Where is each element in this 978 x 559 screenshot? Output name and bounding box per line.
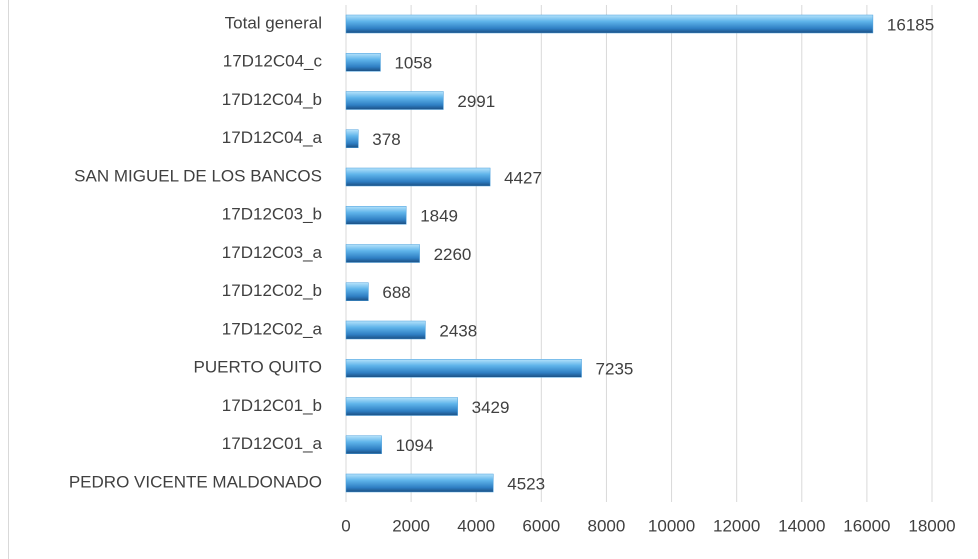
x-tick-label: 0: [341, 516, 350, 535]
y-tick-label: 17D12C04_c: [223, 52, 323, 71]
data-label: 4523: [507, 474, 545, 493]
data-label: 4427: [504, 168, 542, 187]
data-label: 7235: [596, 360, 634, 379]
bar: [345, 397, 458, 416]
y-tick-label: 17D12C04_b: [222, 90, 322, 109]
x-tick-label: 8000: [588, 516, 626, 535]
data-label: 378: [372, 130, 400, 149]
bar: [345, 167, 491, 187]
bar: [345, 473, 494, 493]
x-tick-label: 12000: [713, 516, 760, 535]
bar: [345, 53, 381, 72]
x-tick-label: 2000: [392, 516, 430, 535]
data-label: 2260: [434, 245, 472, 264]
data-label: 1058: [394, 54, 432, 73]
bar: [345, 14, 874, 34]
x-tick-label: 4000: [457, 516, 495, 535]
x-tick-label: 6000: [522, 516, 560, 535]
bar: [345, 206, 407, 225]
x-tick-label: 14000: [778, 516, 825, 535]
y-tick-label: 17D12C03_b: [222, 205, 322, 224]
bar: [345, 244, 420, 263]
data-label: 688: [382, 283, 410, 302]
bar: [345, 359, 582, 378]
y-tick-label: Total general: [225, 13, 322, 32]
y-tick-label: 17D12C01_b: [222, 396, 322, 415]
y-tick-label: 17D12C03_a: [222, 243, 323, 262]
y-tick-label: 17D12C02_b: [222, 281, 322, 300]
bar: [345, 129, 359, 148]
y-tick-label: PUERTO QUITO: [194, 358, 322, 377]
bar: [345, 435, 382, 454]
y-tick-label: 17D12C04_a: [222, 128, 323, 147]
y-tick-label: PEDRO VICENTE MALDONADO: [69, 472, 322, 491]
x-tick-label: 18000: [908, 516, 955, 535]
bar: [345, 91, 444, 110]
bar: [345, 320, 426, 340]
chart-frame: [8, 0, 9, 559]
data-label: 3429: [472, 398, 510, 417]
y-tick-label: SAN MIGUEL DE LOS BANCOS: [74, 166, 322, 185]
y-tick-label: 17D12C02_a: [222, 319, 323, 338]
y-tick-label: 17D12C01_a: [222, 434, 323, 453]
x-tick-label: 16000: [843, 516, 890, 535]
data-label: 16185: [887, 15, 934, 34]
bar: [345, 282, 369, 301]
x-tick-label: 10000: [648, 516, 695, 535]
data-label: 2438: [439, 321, 477, 340]
data-label: 2991: [457, 92, 495, 111]
data-label: 1849: [420, 207, 458, 226]
data-label: 1094: [396, 436, 434, 455]
